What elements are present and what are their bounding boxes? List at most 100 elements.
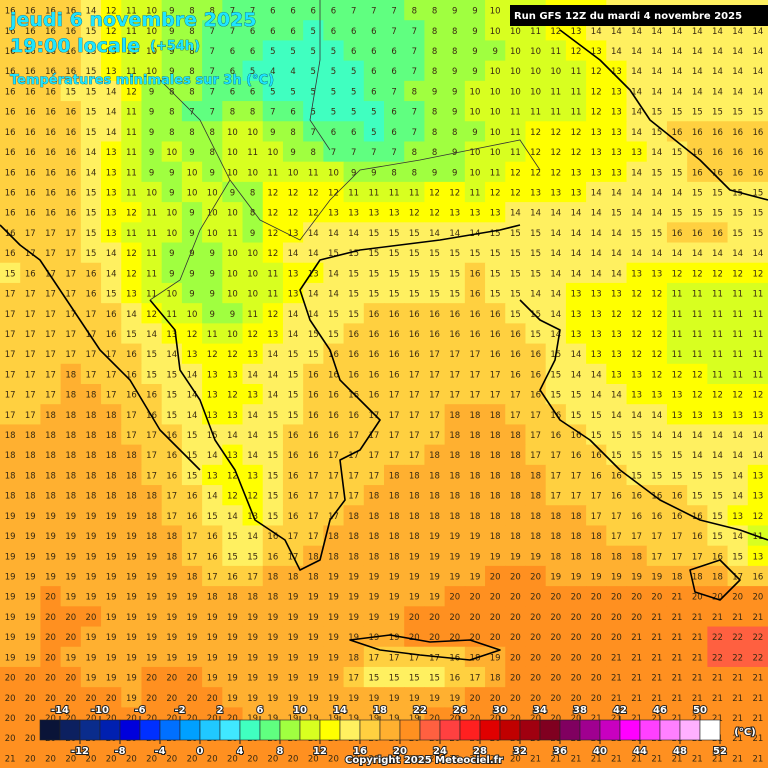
grid-cell (646, 384, 668, 405)
grid-cell (40, 181, 62, 203)
grid-value: 11 (166, 310, 177, 320)
grid-value: 16 (288, 512, 299, 522)
grid-value: 18 (45, 451, 56, 461)
grid-value: 19 (550, 573, 561, 583)
grid-value: 8 (452, 47, 457, 57)
grid-cell (444, 262, 466, 284)
grid-value: 19 (45, 512, 56, 522)
grid-value: 15 (571, 411, 582, 421)
grid-cell (707, 40, 729, 62)
grid-cell (202, 646, 223, 668)
grid-cell (20, 80, 41, 102)
grid-value: 17 (328, 451, 339, 461)
grid-value: 16 (732, 148, 743, 158)
grid-value: 7 (351, 148, 356, 158)
grid-cell (60, 464, 82, 486)
grid-value: 10 (490, 67, 501, 77)
grid-value: 14 (631, 108, 642, 118)
grid-cell (545, 525, 567, 547)
grid-cell (384, 202, 405, 223)
grid-value: 19 (86, 573, 97, 583)
grid-value: 20 (146, 754, 157, 764)
grid-cell (727, 646, 749, 668)
grid-value: 14 (651, 249, 662, 259)
grid-value: 20 (45, 674, 56, 684)
grid-value: 17 (368, 451, 379, 461)
grid-value: 14 (530, 209, 541, 219)
grid-cell (606, 424, 628, 446)
grid-value: 5 (371, 128, 376, 138)
grid-cell (323, 20, 345, 41)
grid-cell (40, 20, 62, 41)
grid-cell (20, 666, 41, 688)
grid-value: 22 (712, 653, 723, 663)
grid-value: 16 (732, 128, 743, 138)
grid-value: 18 (490, 532, 501, 542)
grid-value: 17 (470, 391, 481, 401)
grid-cell (202, 161, 223, 183)
grid-value: 18 (106, 411, 117, 421)
grid-value: 7 (230, 7, 235, 17)
grid-cell (20, 727, 41, 749)
grid-value: 13 (752, 552, 763, 562)
grid-cell (586, 687, 607, 708)
grid-value: 16 (288, 451, 299, 461)
grid-cell (565, 262, 587, 284)
grid-cell (747, 222, 768, 244)
grid-value: 13 (591, 290, 602, 300)
grid-cell (181, 0, 203, 21)
grid-value: 15 (389, 269, 400, 279)
grid-value: 13 (611, 290, 622, 300)
grid-value: 20 (550, 633, 561, 643)
grid-cell (80, 101, 102, 122)
grid-cell (464, 222, 486, 244)
grid-cell (141, 101, 163, 122)
grid-cell (444, 545, 466, 567)
grid-cell (181, 464, 203, 486)
grid-cell (262, 202, 284, 223)
grid-cell (161, 565, 183, 587)
grid-cell (586, 444, 607, 466)
grid-cell (343, 181, 365, 203)
grid-value: 13 (106, 67, 117, 77)
grid-cell (141, 545, 163, 567)
grid-value: 19 (288, 633, 299, 643)
grid-cell (586, 141, 607, 163)
grid-cell (707, 747, 729, 768)
grid-value: 7 (209, 87, 214, 97)
grid-value: 19 (389, 694, 400, 704)
grid-value: 20 (5, 674, 16, 684)
grid-value: 19 (166, 573, 177, 583)
grid-value: 8 (189, 67, 194, 77)
grid-cell (424, 0, 446, 21)
grid-cell (20, 101, 41, 122)
grid-value: 20 (45, 633, 56, 643)
grid-value: 12 (288, 189, 299, 199)
grid-value: 14 (692, 451, 703, 461)
grid-cell (444, 586, 466, 607)
grid-value: 20 (752, 593, 763, 603)
grid-cell (464, 626, 486, 648)
grid-value: 12 (106, 27, 117, 37)
grid-value: 17 (86, 350, 97, 360)
grid-value: 13 (267, 330, 278, 340)
grid-cell (20, 565, 41, 587)
grid-cell (222, 161, 244, 183)
grid-value: 13 (591, 168, 602, 178)
grid-cell (101, 101, 122, 122)
grid-value: 16 (530, 370, 541, 380)
grid-value: 13 (571, 310, 582, 320)
grid-value: 15 (86, 27, 97, 37)
grid-value: 17 (611, 532, 622, 542)
grid-value: 14 (187, 370, 198, 380)
grid-cell (202, 141, 223, 163)
grid-value: 16 (5, 168, 16, 178)
grid-value: 20 (510, 754, 521, 764)
grid-cell (586, 323, 607, 345)
grid-value: 20 (631, 613, 642, 623)
grid-cell (40, 586, 62, 607)
grid-cell (727, 727, 749, 749)
grid-value: 17 (65, 249, 76, 259)
grid-cell (464, 586, 486, 607)
grid-value: 17 (328, 492, 339, 502)
